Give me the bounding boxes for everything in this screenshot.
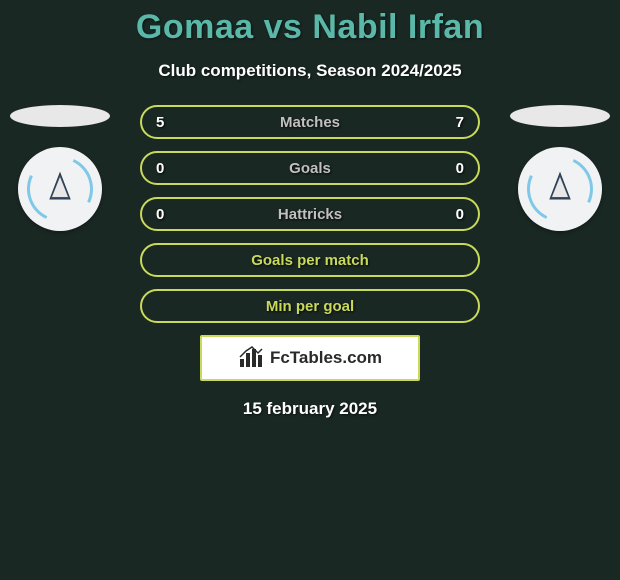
stat-label: Goals per match [251, 252, 369, 269]
club-crest-icon [538, 165, 582, 214]
comparison-card: Gomaa vs Nabil Irfan Club competitions, … [0, 0, 620, 419]
stat-value-left: 5 [156, 114, 176, 131]
stat-row-matches: 5 Matches 7 [140, 105, 480, 139]
stat-row-min-per-goal: Min per goal [140, 289, 480, 323]
player-right-ellipse [510, 105, 610, 127]
stat-value-right: 0 [444, 160, 464, 177]
footer-date: 15 february 2025 [10, 399, 610, 419]
stat-value-right: 7 [444, 114, 464, 131]
stats-area: 5 Matches 7 0 Goals 0 0 Hattricks 0 Goal… [0, 105, 620, 419]
stat-value-right: 0 [444, 206, 464, 223]
bar-chart-icon [238, 343, 264, 374]
stat-label: Min per goal [266, 298, 354, 315]
club-badge-right [518, 147, 602, 231]
stat-rows: 5 Matches 7 0 Goals 0 0 Hattricks 0 Goal… [140, 105, 480, 323]
stat-row-goals: 0 Goals 0 [140, 151, 480, 185]
stat-value-left: 0 [156, 206, 176, 223]
club-badge-left [18, 147, 102, 231]
stat-label: Matches [280, 114, 340, 131]
player-left-ellipse [10, 105, 110, 127]
brand-box[interactable]: FcTables.com [200, 335, 420, 381]
club-crest-icon [38, 165, 82, 214]
player-right-column [510, 105, 610, 231]
stat-row-goals-per-match: Goals per match [140, 243, 480, 277]
page-title: Gomaa vs Nabil Irfan [0, 8, 620, 47]
stat-label: Goals [289, 160, 331, 177]
stat-value-left: 0 [156, 160, 176, 177]
stat-label: Hattricks [278, 206, 342, 223]
brand-text: FcTables.com [270, 348, 382, 368]
stat-row-hattricks: 0 Hattricks 0 [140, 197, 480, 231]
page-subtitle: Club competitions, Season 2024/2025 [0, 61, 620, 81]
player-left-column [10, 105, 110, 231]
